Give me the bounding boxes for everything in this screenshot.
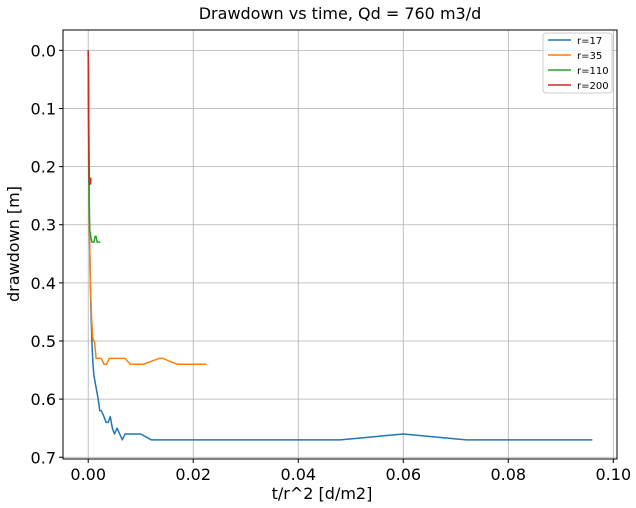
x-tick-label: 0.06 bbox=[385, 465, 421, 484]
axes-frame bbox=[62, 29, 618, 460]
series-line-r-35 bbox=[87, 50, 207, 365]
y-tick-label: 0.5 bbox=[31, 332, 56, 351]
x-tick-label: 0.00 bbox=[70, 465, 106, 484]
x-tick-label: 0.04 bbox=[280, 465, 316, 484]
y-axis-label: drawdown [m] bbox=[4, 186, 23, 302]
legend-entries: r=17 r=35 r=110 r=200 bbox=[548, 36, 609, 92]
legend-label: r=110 bbox=[577, 66, 609, 77]
legend: r=17 r=35 r=110 r=200 bbox=[542, 32, 613, 94]
x-axis-label: t/r^2 [d/m2] bbox=[272, 484, 373, 503]
series-line-r-200 bbox=[87, 50, 92, 185]
chart-title: Drawdown vs time, Qd = 760 m3/d bbox=[199, 4, 482, 23]
x-tick-label: 0.02 bbox=[175, 465, 211, 484]
legend-label: r=35 bbox=[577, 51, 602, 62]
grid-lines bbox=[63, 30, 617, 459]
x-tick-label: 0.10 bbox=[596, 465, 632, 484]
x-tick-label: 0.08 bbox=[490, 465, 526, 484]
y-tick-label: 0.4 bbox=[31, 274, 56, 293]
y-tick-label: 0.3 bbox=[31, 216, 56, 235]
y-tick-label: 0.7 bbox=[31, 448, 56, 467]
legend-label: r=17 bbox=[577, 36, 602, 47]
legend-label: r=200 bbox=[577, 81, 609, 92]
legend-box bbox=[542, 32, 613, 94]
y-tick-label: 0.1 bbox=[31, 99, 56, 118]
y-tick-label: 0.6 bbox=[31, 390, 56, 409]
plot-lines bbox=[87, 50, 593, 441]
series-line-r-17 bbox=[87, 50, 593, 441]
y-tick-label: 0.2 bbox=[31, 158, 56, 177]
x-axis-ticks: 0.00 0.02 0.04 0.06 0.08 0.10 bbox=[70, 459, 631, 484]
y-tick-label: 0.0 bbox=[31, 41, 56, 60]
y-axis-ticks: 0.0 0.1 0.2 0.3 0.4 0.5 0.6 0.7 bbox=[31, 41, 63, 467]
